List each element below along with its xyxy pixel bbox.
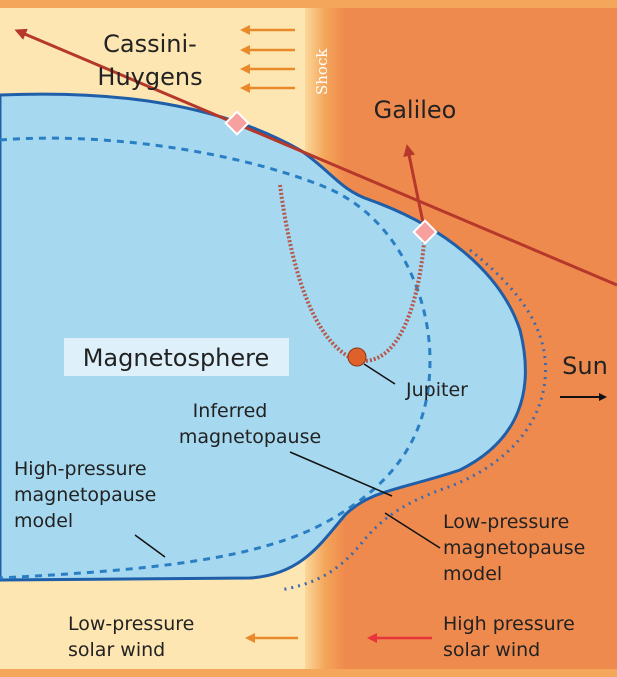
cassini-trajectory xyxy=(14,28,617,287)
magnetosphere-label: Magnetosphere xyxy=(83,344,270,372)
leader-lines xyxy=(134,363,441,558)
high-model-label: High-pressure xyxy=(14,458,147,480)
jupiter-label: Jupiter xyxy=(405,379,468,401)
low-wind-label: solar wind xyxy=(68,639,165,661)
galileo-trajectory xyxy=(403,144,427,233)
low-wind-label: Low-pressure xyxy=(68,613,194,635)
low-model-label: Low-pressure xyxy=(443,511,569,533)
high-model-label: model xyxy=(14,510,73,532)
cassini-label: Huygens xyxy=(97,63,202,91)
high-wind-label: High pressure xyxy=(443,613,575,635)
magnetosphere xyxy=(0,92,527,582)
jupiter xyxy=(347,347,367,367)
high-pressure-model xyxy=(0,136,432,580)
galileo-crossing xyxy=(412,219,438,245)
inferred-label: magnetopause xyxy=(179,426,321,448)
sun-label: Sun xyxy=(562,352,608,380)
galileo-label: Galileo xyxy=(374,96,457,124)
shock-label: Shock xyxy=(313,48,331,95)
bottom-border xyxy=(0,669,617,677)
top-border xyxy=(0,0,617,8)
low-model-label: magnetopause xyxy=(443,537,585,559)
low-wind-arrows xyxy=(240,25,298,643)
high-wind-label: solar wind xyxy=(443,639,540,661)
high-model-label: magnetopause xyxy=(14,484,156,506)
inferred-label: Inferred xyxy=(193,400,268,422)
cassini-crossing xyxy=(224,110,250,136)
low-model-label: model xyxy=(443,563,502,585)
cassini-label: Cassini- xyxy=(103,30,197,58)
magnetosphere-label-box xyxy=(64,338,289,376)
